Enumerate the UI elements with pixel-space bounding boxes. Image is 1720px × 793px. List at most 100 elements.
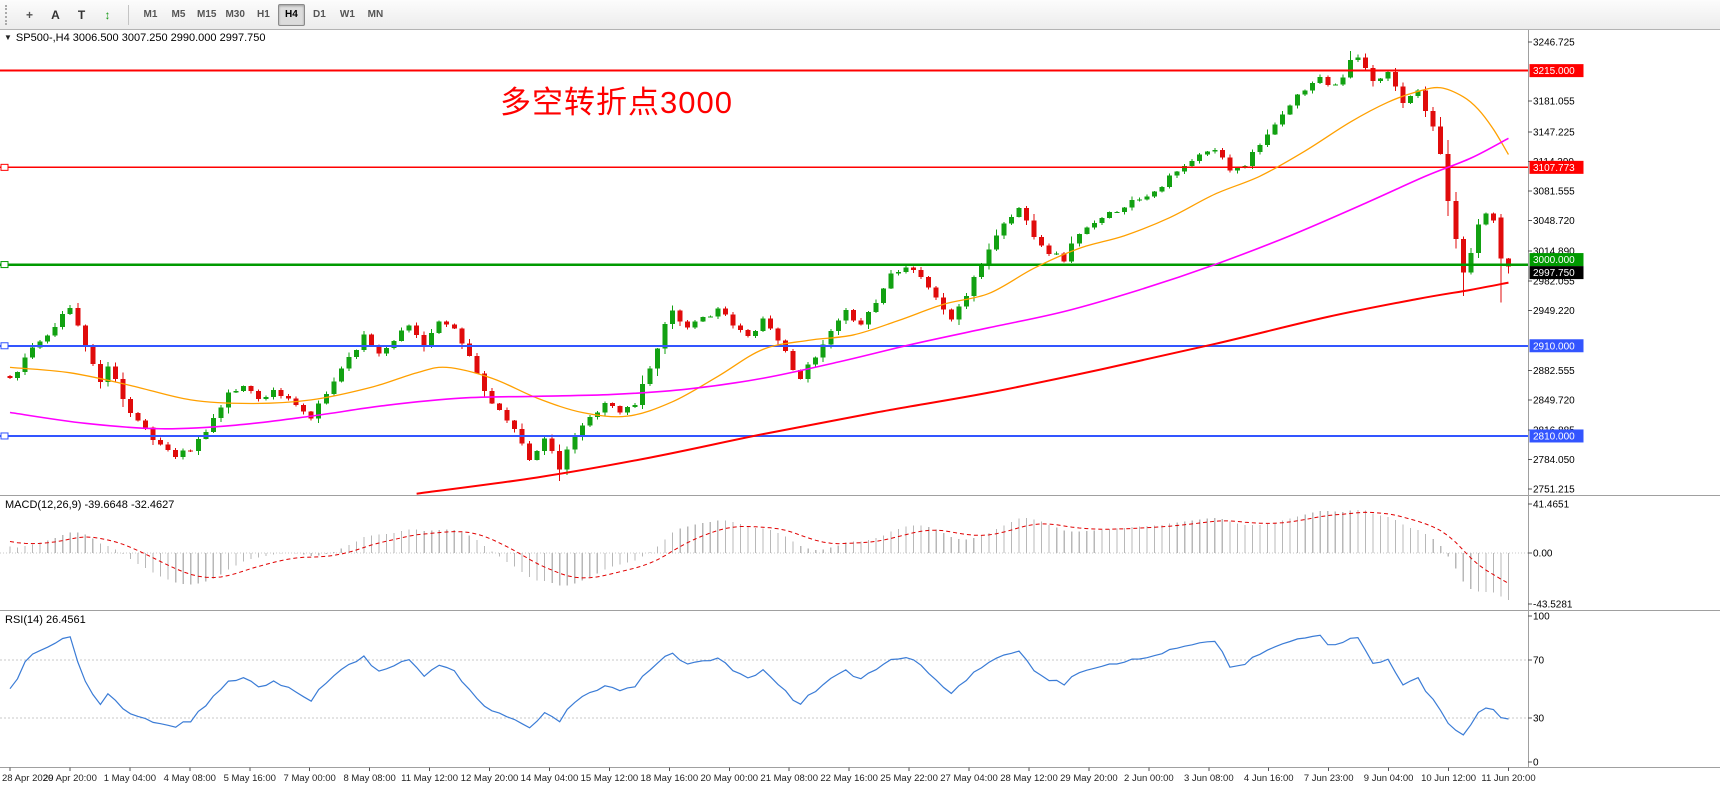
hline-handle-3107.773[interactable]: [0, 163, 9, 171]
svg-text:11 May 12:00: 11 May 12:00: [401, 773, 458, 784]
label-tool-icon: T: [77, 7, 86, 22]
svg-text:0.00: 0.00: [1533, 548, 1553, 559]
svg-text:3000.000: 3000.000: [1533, 255, 1575, 266]
rsi-panel: 100 70 30 0: [0, 612, 1550, 769]
svg-text:3246.725: 3246.725: [1533, 38, 1575, 49]
timeframe-m30-button[interactable]: M30: [225, 9, 245, 20]
svg-text:2949.220: 2949.220: [1533, 306, 1575, 317]
arrows-tool-icon: ↕: [104, 7, 111, 22]
macd-label: MACD(12,26,9) -39.6648 -32.4627: [5, 499, 175, 511]
svg-text:-43.5281: -43.5281: [1533, 600, 1573, 611]
svg-text:3048.720: 3048.720: [1533, 216, 1575, 227]
price-badge-3215.000: 3215.000: [1529, 64, 1584, 78]
svg-text:14 May 04:00: 14 May 04:00: [521, 773, 579, 784]
svg-text:20 May 00:00: 20 May 00:00: [700, 773, 758, 784]
toolbar-grip[interactable]: [5, 4, 10, 25]
price-badge-3000.000: 3000.000: [1529, 253, 1584, 267]
candles: [7, 50, 1511, 482]
svg-text:28 May 12:00: 28 May 12:00: [1000, 773, 1058, 784]
timeframe-m15-button[interactable]: M15: [197, 9, 217, 20]
svg-text:12 May 20:00: 12 May 20:00: [461, 773, 519, 784]
crosshair-tool-button[interactable]: +: [17, 4, 42, 26]
svg-text:15 May 12:00: 15 May 12:00: [581, 773, 639, 784]
svg-text:7 Jun 23:00: 7 Jun 23:00: [1304, 773, 1354, 784]
label-tool-button[interactable]: T: [69, 4, 94, 26]
svg-text:8 May 08:00: 8 May 08:00: [343, 773, 395, 784]
rsi-line: [9, 634, 1509, 736]
drawing-tools-group: + A T ↕: [17, 4, 120, 26]
ma-mid-line: [9, 137, 1509, 430]
toolbar: + A T ↕ M1 M5 M15 M30 H1 H4 D1 W1 MN: [0, 0, 1720, 30]
price-badge-2810.000: 2810.000: [1529, 429, 1584, 443]
timeframe-h1-button[interactable]: H1: [257, 9, 270, 20]
svg-text:2882.555: 2882.555: [1533, 366, 1575, 377]
hline-handle-3000.000[interactable]: [0, 261, 9, 269]
chart-title-text: SP500-,H4 3006.500 3007.250 2990.000 299…: [15, 32, 266, 44]
macd-panel: 41.4651 0.00 -43.5281: [0, 500, 1573, 611]
svg-text:3107.773: 3107.773: [1533, 163, 1575, 174]
svg-text:7 May 00:00: 7 May 00:00: [284, 773, 336, 784]
toolbar-separator: [128, 4, 129, 25]
svg-text:2 Jun 00:00: 2 Jun 00:00: [1124, 773, 1174, 784]
svg-text:70: 70: [1533, 655, 1545, 666]
hline-handle-2910.000[interactable]: [0, 342, 9, 350]
svg-text:9 Jun 04:00: 9 Jun 04:00: [1364, 773, 1414, 784]
svg-text:2810.000: 2810.000: [1533, 431, 1575, 442]
hline-handle-2810.000[interactable]: [0, 432, 9, 440]
svg-text:10 Jun 12:00: 10 Jun 12:00: [1421, 773, 1476, 784]
svg-text:4 Jun 16:00: 4 Jun 16:00: [1244, 773, 1294, 784]
svg-text:21 May 08:00: 21 May 08:00: [760, 773, 818, 784]
current-price-badge: 2997.750: [1529, 266, 1584, 280]
horizontal-lines: [0, 69, 1528, 440]
svg-text:2910.000: 2910.000: [1533, 341, 1575, 352]
text-tool-button[interactable]: A: [43, 4, 68, 26]
timeframes-group: M1 M5 M15 M30 H1 H4 D1 W1 MN: [137, 3, 389, 26]
svg-text:5 May 16:00: 5 May 16:00: [224, 773, 276, 784]
svg-text:3147.225: 3147.225: [1533, 127, 1575, 138]
macd-signal-line: [9, 511, 1509, 584]
svg-text:27 May 04:00: 27 May 04:00: [940, 773, 998, 784]
price-badges: 3215.000 3107.773 3000.000 2910.000 2810.000…: [1529, 64, 1584, 443]
timeframe-m5-button[interactable]: M5: [171, 9, 186, 20]
svg-text:25 May 22:00: 25 May 22:00: [880, 773, 938, 784]
arrows-tool-button[interactable]: ↕: [95, 4, 120, 26]
svg-text:22 May 16:00: 22 May 16:00: [820, 773, 878, 784]
svg-text:3215.000: 3215.000: [1533, 66, 1575, 77]
svg-text:100: 100: [1533, 612, 1550, 623]
collapse-arrow-icon[interactable]: ▼: [4, 33, 12, 42]
svg-text:2997.750: 2997.750: [1533, 268, 1575, 279]
svg-text:29 May 20:00: 29 May 20:00: [1060, 773, 1118, 784]
chart-annotation-text[interactable]: 多空转折点3000: [500, 85, 733, 120]
timeframe-m1-button[interactable]: M1: [143, 9, 158, 20]
rsi-label: RSI(14) 26.4561: [5, 614, 86, 626]
svg-text:29 Apr 20:00: 29 Apr 20:00: [43, 773, 97, 784]
macd-histogram: [9, 509, 1510, 601]
svg-text:2982.055: 2982.055: [1533, 276, 1575, 287]
timeframe-mn-button[interactable]: MN: [367, 9, 384, 20]
chart-body: 3246.7253181.0553147.2253114.3903081.555…: [0, 30, 1720, 793]
chart-canvas[interactable]: 3246.7253181.0553147.2253114.3903081.555…: [0, 30, 1720, 793]
svg-text:11 Jun 20:00: 11 Jun 20:00: [1481, 773, 1535, 784]
moving-average-lines: [9, 86, 1510, 495]
timeframe-h4-button[interactable]: H4: [277, 3, 305, 26]
svg-text:2751.215: 2751.215: [1533, 485, 1575, 496]
svg-text:2784.050: 2784.050: [1533, 455, 1575, 466]
svg-text:2849.720: 2849.720: [1533, 396, 1575, 407]
timeframe-d1-button[interactable]: D1: [313, 9, 326, 20]
svg-text:3181.055: 3181.055: [1533, 97, 1575, 108]
svg-text:4 May 08:00: 4 May 08:00: [164, 773, 216, 784]
text-tool-icon: A: [51, 7, 60, 22]
price-badge-2910.000: 2910.000: [1529, 339, 1584, 353]
timeframe-w1-button[interactable]: W1: [339, 9, 355, 20]
chart-title: ▼ SP500-,H4 3006.500 3007.250 2990.000 29…: [4, 31, 265, 45]
svg-text:0: 0: [1533, 758, 1539, 769]
svg-text:28 Apr 2020: 28 Apr 2020: [2, 773, 53, 784]
ma-slow-line: [416, 281, 1509, 495]
svg-text:3014.890: 3014.890: [1533, 247, 1575, 258]
price-badge-3107.773: 3107.773: [1529, 160, 1584, 174]
svg-text:3 Jun 08:00: 3 Jun 08:00: [1184, 773, 1234, 784]
svg-text:41.4651: 41.4651: [1533, 500, 1570, 511]
panel-borders: [0, 30, 1720, 768]
